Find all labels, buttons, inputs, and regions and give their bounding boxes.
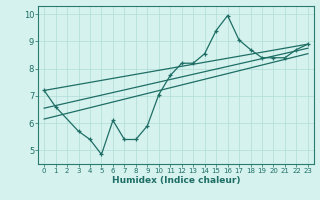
X-axis label: Humidex (Indice chaleur): Humidex (Indice chaleur): [112, 176, 240, 185]
